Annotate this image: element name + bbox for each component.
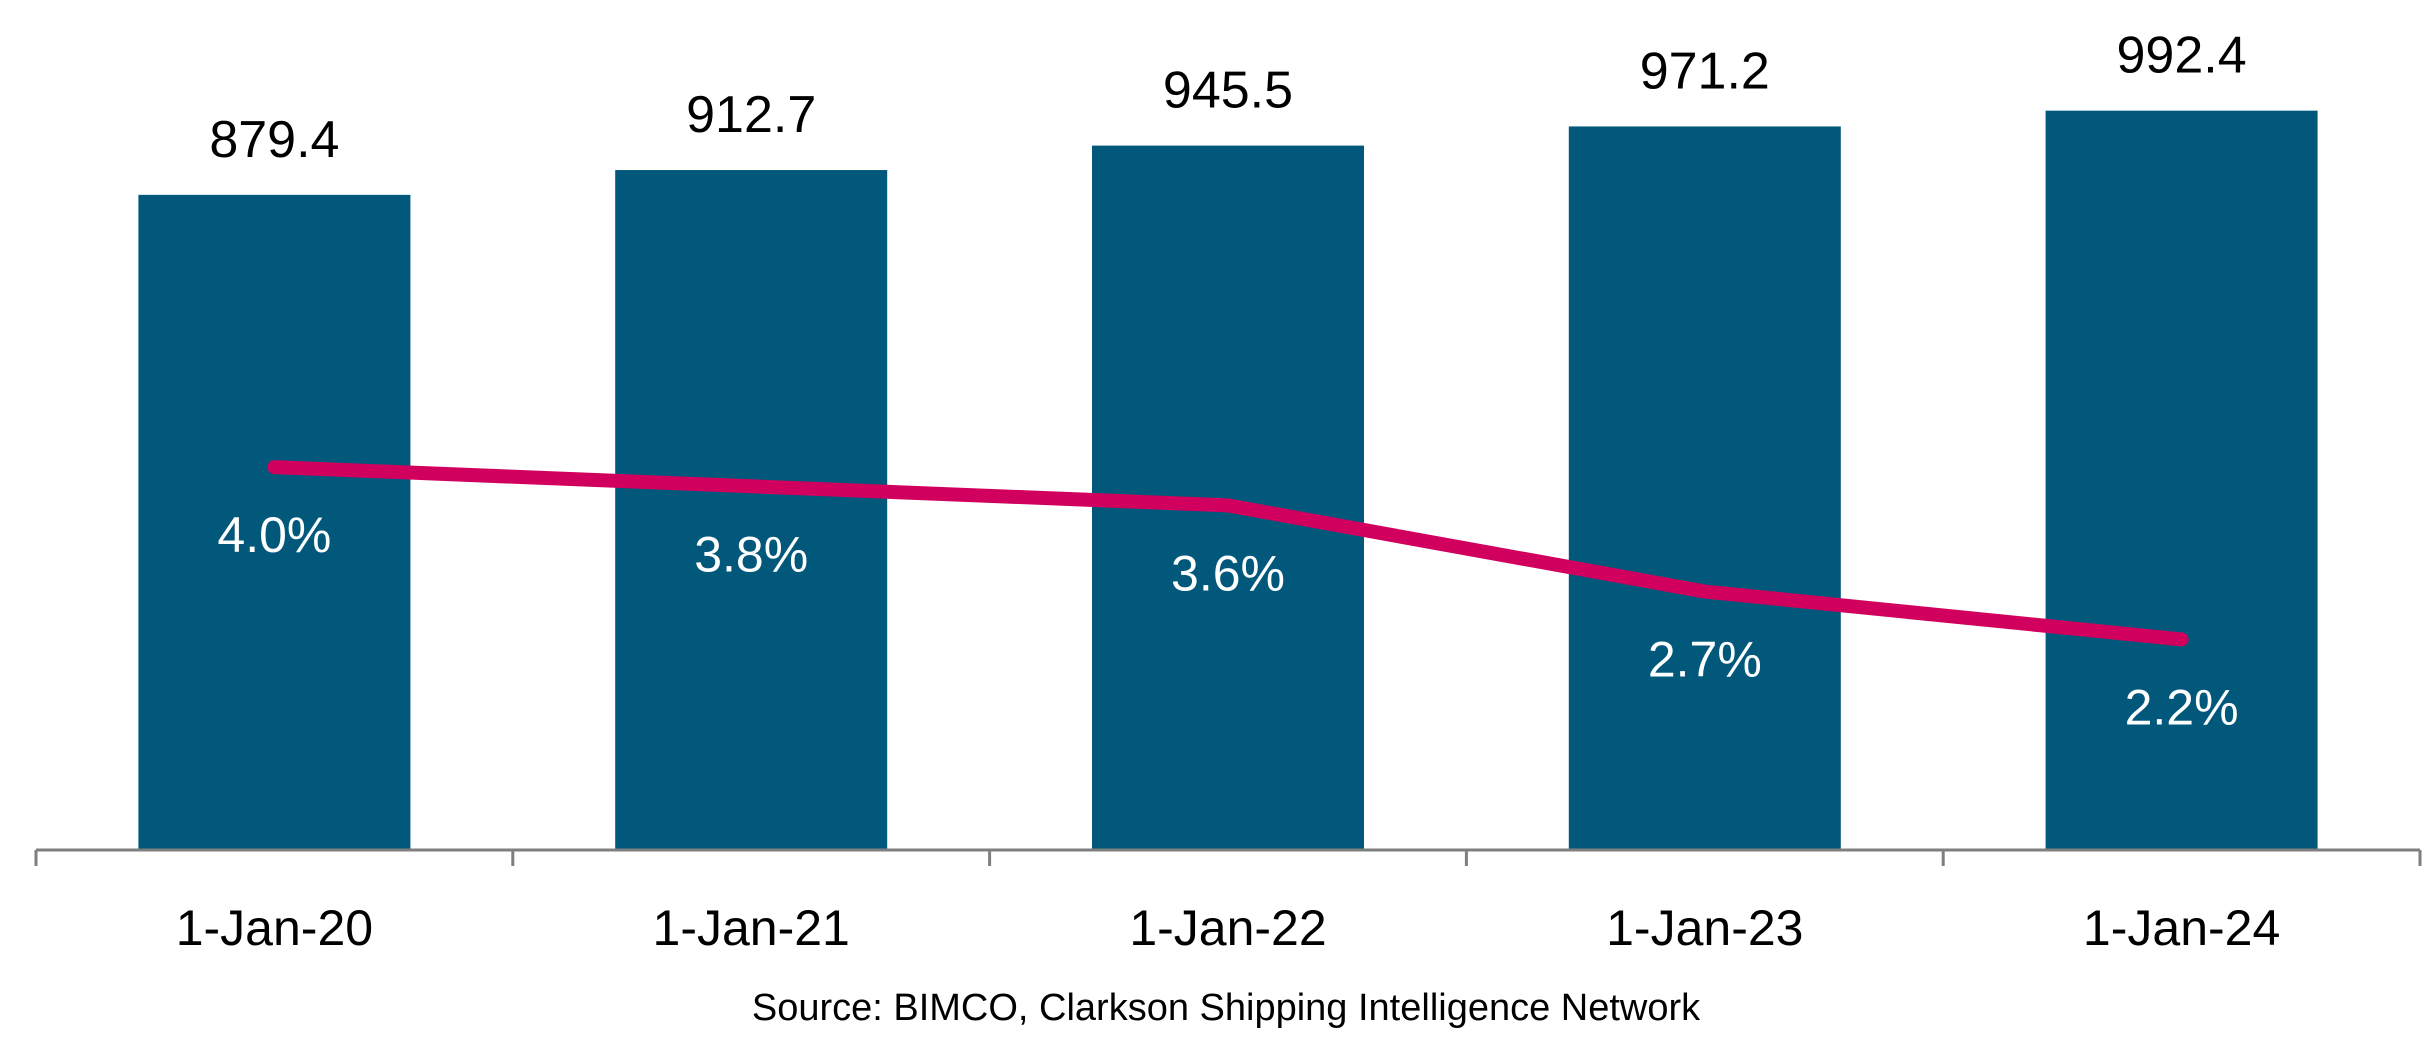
source-note: Source: BIMCO, Clarkson Shipping Intelli… (752, 987, 1701, 1029)
data-labels: 879.4 912.7 945.5 971.2 992.4 4.0% 3.8% 3.6% 2.7… (209, 27, 2246, 736)
x-axis: 1-Jan-20 1-Jan-21 1-Jan-22 1-Jan-23 1-Jan-24 (34, 848, 2422, 956)
bar-value-label: 971.2 (1640, 42, 1770, 100)
x-tick-label: 1-Jan-22 (1129, 900, 1326, 956)
growth-line-series (267, 460, 2189, 647)
bar (615, 170, 888, 850)
growth-value-label: 2.2% (2125, 679, 2239, 735)
x-tick-label: 1-Jan-24 (2083, 900, 2280, 956)
bar-value-label: 879.4 (209, 111, 339, 169)
x-tick-label: 1-Jan-20 (176, 900, 373, 956)
x-tick-label: 1-Jan-21 (653, 900, 850, 956)
x-tick-label: 1-Jan-23 (1606, 900, 1803, 956)
bar-value-label: 945.5 (1163, 62, 1293, 120)
bar (2045, 110, 2318, 851)
bar-value-label: 992.4 (2117, 27, 2247, 85)
bar-series (138, 110, 2318, 851)
bar-value-label: 912.7 (686, 86, 816, 144)
growth-value-label: 3.8% (694, 526, 808, 582)
growth-value-label: 2.7% (1648, 632, 1762, 688)
growth-value-label: 4.0% (217, 507, 331, 563)
bar (1568, 126, 1841, 851)
growth-value-label: 3.6% (1171, 545, 1285, 601)
bar (138, 194, 411, 851)
